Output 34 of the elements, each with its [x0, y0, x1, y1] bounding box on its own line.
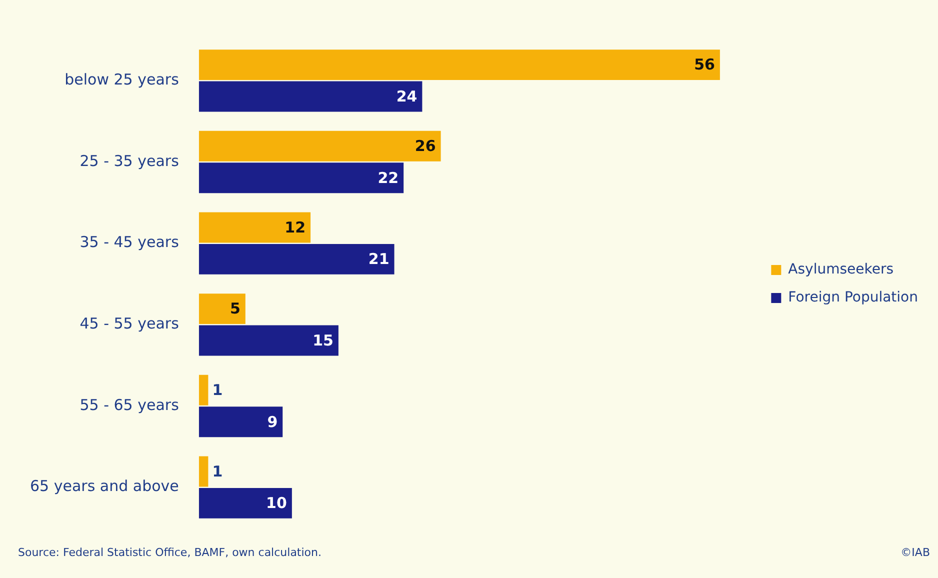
data-label: 24	[396, 87, 418, 106]
bar	[198, 130, 441, 162]
data-label: 1	[212, 381, 223, 400]
source-note: Source: Federal Statistic Office, BAMF, own calculation.	[18, 546, 322, 559]
data-label: 56	[694, 56, 715, 74]
y-tick-label: 65 years and above	[30, 477, 179, 496]
y-tick-label: 25 - 35 years	[80, 152, 180, 170]
bar	[198, 325, 338, 356]
data-label: 26	[414, 137, 436, 156]
data-label: 12	[284, 218, 306, 236]
y-tick-label: 55 - 65 years	[80, 396, 180, 414]
data-label: 10	[266, 494, 287, 512]
bar	[198, 294, 246, 324]
bar	[198, 162, 404, 194]
y-tick-label: 45 - 55 years	[80, 314, 180, 333]
bar	[198, 81, 422, 112]
bar	[198, 50, 720, 80]
data-label: 1	[212, 462, 223, 480]
y-tick-label: 35 - 45 years	[80, 233, 180, 252]
bar	[198, 406, 283, 438]
legend-label: Asylumseekers	[788, 262, 894, 278]
y-tick-label: below 25 years	[64, 70, 180, 89]
bar	[198, 374, 208, 406]
data-label: 5	[230, 300, 240, 318]
bar	[198, 212, 311, 243]
data-label: 15	[312, 331, 334, 350]
data-label: 21	[368, 250, 390, 268]
text: ©IAB	[900, 546, 930, 559]
bar	[198, 244, 394, 274]
bar	[198, 456, 208, 487]
data-label: 9	[267, 412, 278, 431]
bar	[198, 488, 292, 518]
legend-label: Foreign Population	[788, 290, 918, 306]
data-label: 22	[378, 168, 399, 187]
